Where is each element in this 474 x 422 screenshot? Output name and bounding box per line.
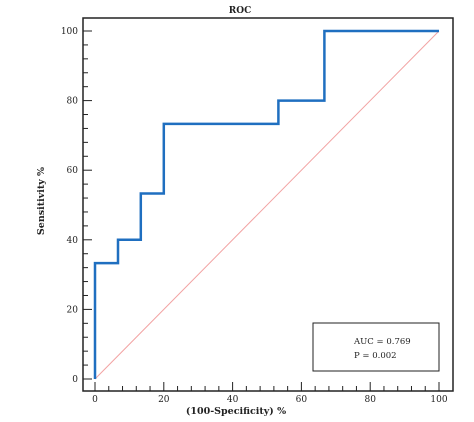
roc-curve-line xyxy=(93,29,439,379)
reference-diagonal-line xyxy=(94,30,440,380)
x-tick-label: 60 xyxy=(296,395,308,405)
plot-frame xyxy=(82,17,454,392)
y-tick-label: 20 xyxy=(67,305,79,315)
x-axis-title: (100-Specificity) % xyxy=(186,406,286,417)
x-tick-label: 40 xyxy=(227,395,239,405)
y-axis-title: Sensitivity % xyxy=(36,167,47,235)
y-tick-label: 60 xyxy=(67,166,79,176)
auc-annotation: AUC = 0.769 xyxy=(353,337,411,347)
y-tick-label: 80 xyxy=(67,97,79,107)
stats-annotation-box: AUC = 0.769 P = 0.002 xyxy=(312,322,440,372)
p-value-annotation: P = 0.002 xyxy=(354,351,397,361)
y-tick-label: 0 xyxy=(72,375,78,385)
x-axis: 0 20 40 60 80 100 xyxy=(92,382,448,405)
y-tick-label: 40 xyxy=(67,236,79,246)
x-tick-label: 20 xyxy=(158,395,170,405)
x-tick-label: 80 xyxy=(364,395,376,405)
chart-title: ROC xyxy=(229,6,251,16)
y-axis: 0 20 40 60 80 100 xyxy=(61,27,92,385)
x-tick-label: 0 xyxy=(92,395,98,405)
y-tick-label: 100 xyxy=(61,27,78,37)
x-tick-label: 100 xyxy=(430,395,447,405)
